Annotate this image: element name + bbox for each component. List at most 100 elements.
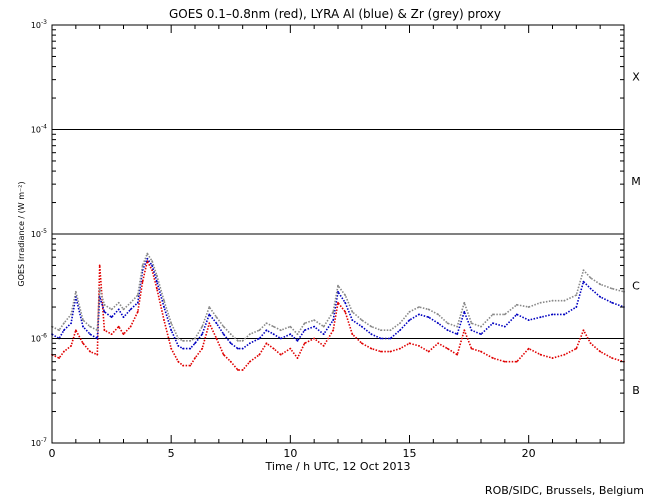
data-point: [446, 322, 449, 325]
data-point: [122, 308, 125, 311]
data-point: [136, 301, 139, 304]
data-point: [611, 301, 613, 304]
data-point: [96, 329, 99, 332]
data-point: [589, 277, 592, 279]
data-point: [313, 325, 316, 328]
data-point: [272, 347, 275, 350]
data-point: [480, 325, 482, 328]
data-point: [110, 308, 113, 311]
data-point: [332, 319, 335, 321]
data-point: [389, 329, 392, 332]
data-point: [170, 329, 173, 332]
data-point: [194, 357, 196, 359]
y-tick-label: 10-6: [31, 333, 47, 344]
data-point: [129, 325, 132, 328]
x-tick-label: 0: [49, 447, 56, 460]
data-point: [370, 333, 373, 336]
credit-text: ROB/SIDC, Brussels, Belgium: [485, 484, 644, 497]
data-point: [279, 337, 282, 340]
data-point: [418, 306, 420, 308]
data-point: [98, 296, 101, 298]
data-point: [296, 339, 299, 342]
data-point: [272, 333, 275, 336]
data-point: [408, 342, 411, 345]
data-point: [177, 344, 180, 347]
data-point: [215, 337, 218, 340]
data-point: [289, 333, 292, 336]
data-point: [63, 329, 65, 332]
data-point: [248, 342, 251, 345]
data-point: [229, 342, 232, 345]
data-point: [515, 313, 518, 316]
flare-class-label: M: [631, 175, 641, 188]
data-point: [289, 325, 292, 328]
data-point: [201, 347, 204, 350]
data-point: [551, 357, 554, 359]
data-point: [344, 294, 347, 297]
data-point: [96, 337, 99, 340]
data-point: [208, 306, 211, 308]
data-point: [146, 252, 149, 255]
data-point: [437, 322, 439, 325]
data-point: [182, 364, 184, 367]
data-point: [89, 350, 92, 353]
data-point: [296, 333, 299, 336]
data-point: [344, 301, 347, 304]
data-point: [313, 319, 316, 321]
data-point: [470, 322, 473, 325]
data-point: [222, 325, 225, 328]
data-point: [370, 325, 373, 328]
data-point: [539, 353, 542, 356]
data-point: [258, 337, 261, 340]
data-point: [408, 310, 411, 313]
data-point: [155, 274, 158, 277]
data-point: [480, 333, 482, 336]
data-point: [215, 322, 218, 325]
flare-class-lines: [52, 129, 624, 339]
data-point: [589, 287, 592, 290]
x-tick-label: 20: [522, 447, 536, 460]
data-point: [163, 319, 165, 321]
data-point: [303, 322, 306, 325]
data-point: [129, 301, 132, 304]
data-point: [418, 344, 420, 347]
data-point: [58, 329, 61, 332]
data-point: [265, 322, 268, 325]
data-point: [141, 280, 144, 283]
data-point: [563, 353, 566, 356]
data-point: [237, 347, 239, 350]
data-point: [492, 322, 494, 325]
data-point: [463, 310, 466, 313]
data-point: [551, 299, 554, 302]
data-point: [103, 310, 106, 313]
data-point: [215, 316, 218, 319]
data-point: [129, 308, 132, 311]
data-point: [337, 301, 339, 304]
data-point: [103, 329, 106, 332]
data-point: [194, 337, 196, 340]
data-point: [279, 353, 282, 356]
data-point: [122, 333, 125, 336]
data-point: [237, 339, 239, 342]
data-point: [272, 325, 275, 328]
data-point: [539, 316, 542, 319]
data-point: [563, 299, 566, 302]
data-point: [146, 257, 149, 260]
data-point: [70, 322, 72, 325]
data-point: [89, 325, 92, 328]
data-point: [170, 322, 173, 325]
data-point: [208, 322, 211, 325]
data-point: [163, 306, 165, 308]
data-point: [189, 347, 192, 350]
data-point: [110, 316, 113, 319]
data-point: [582, 269, 585, 272]
data-point: [177, 360, 180, 363]
data-point: [70, 344, 72, 347]
data-point: [446, 329, 449, 332]
data-point: [303, 342, 306, 345]
flare-class-label: X: [632, 71, 640, 84]
data-point: [360, 319, 363, 321]
data-point: [170, 347, 173, 350]
data-point: [575, 294, 578, 297]
